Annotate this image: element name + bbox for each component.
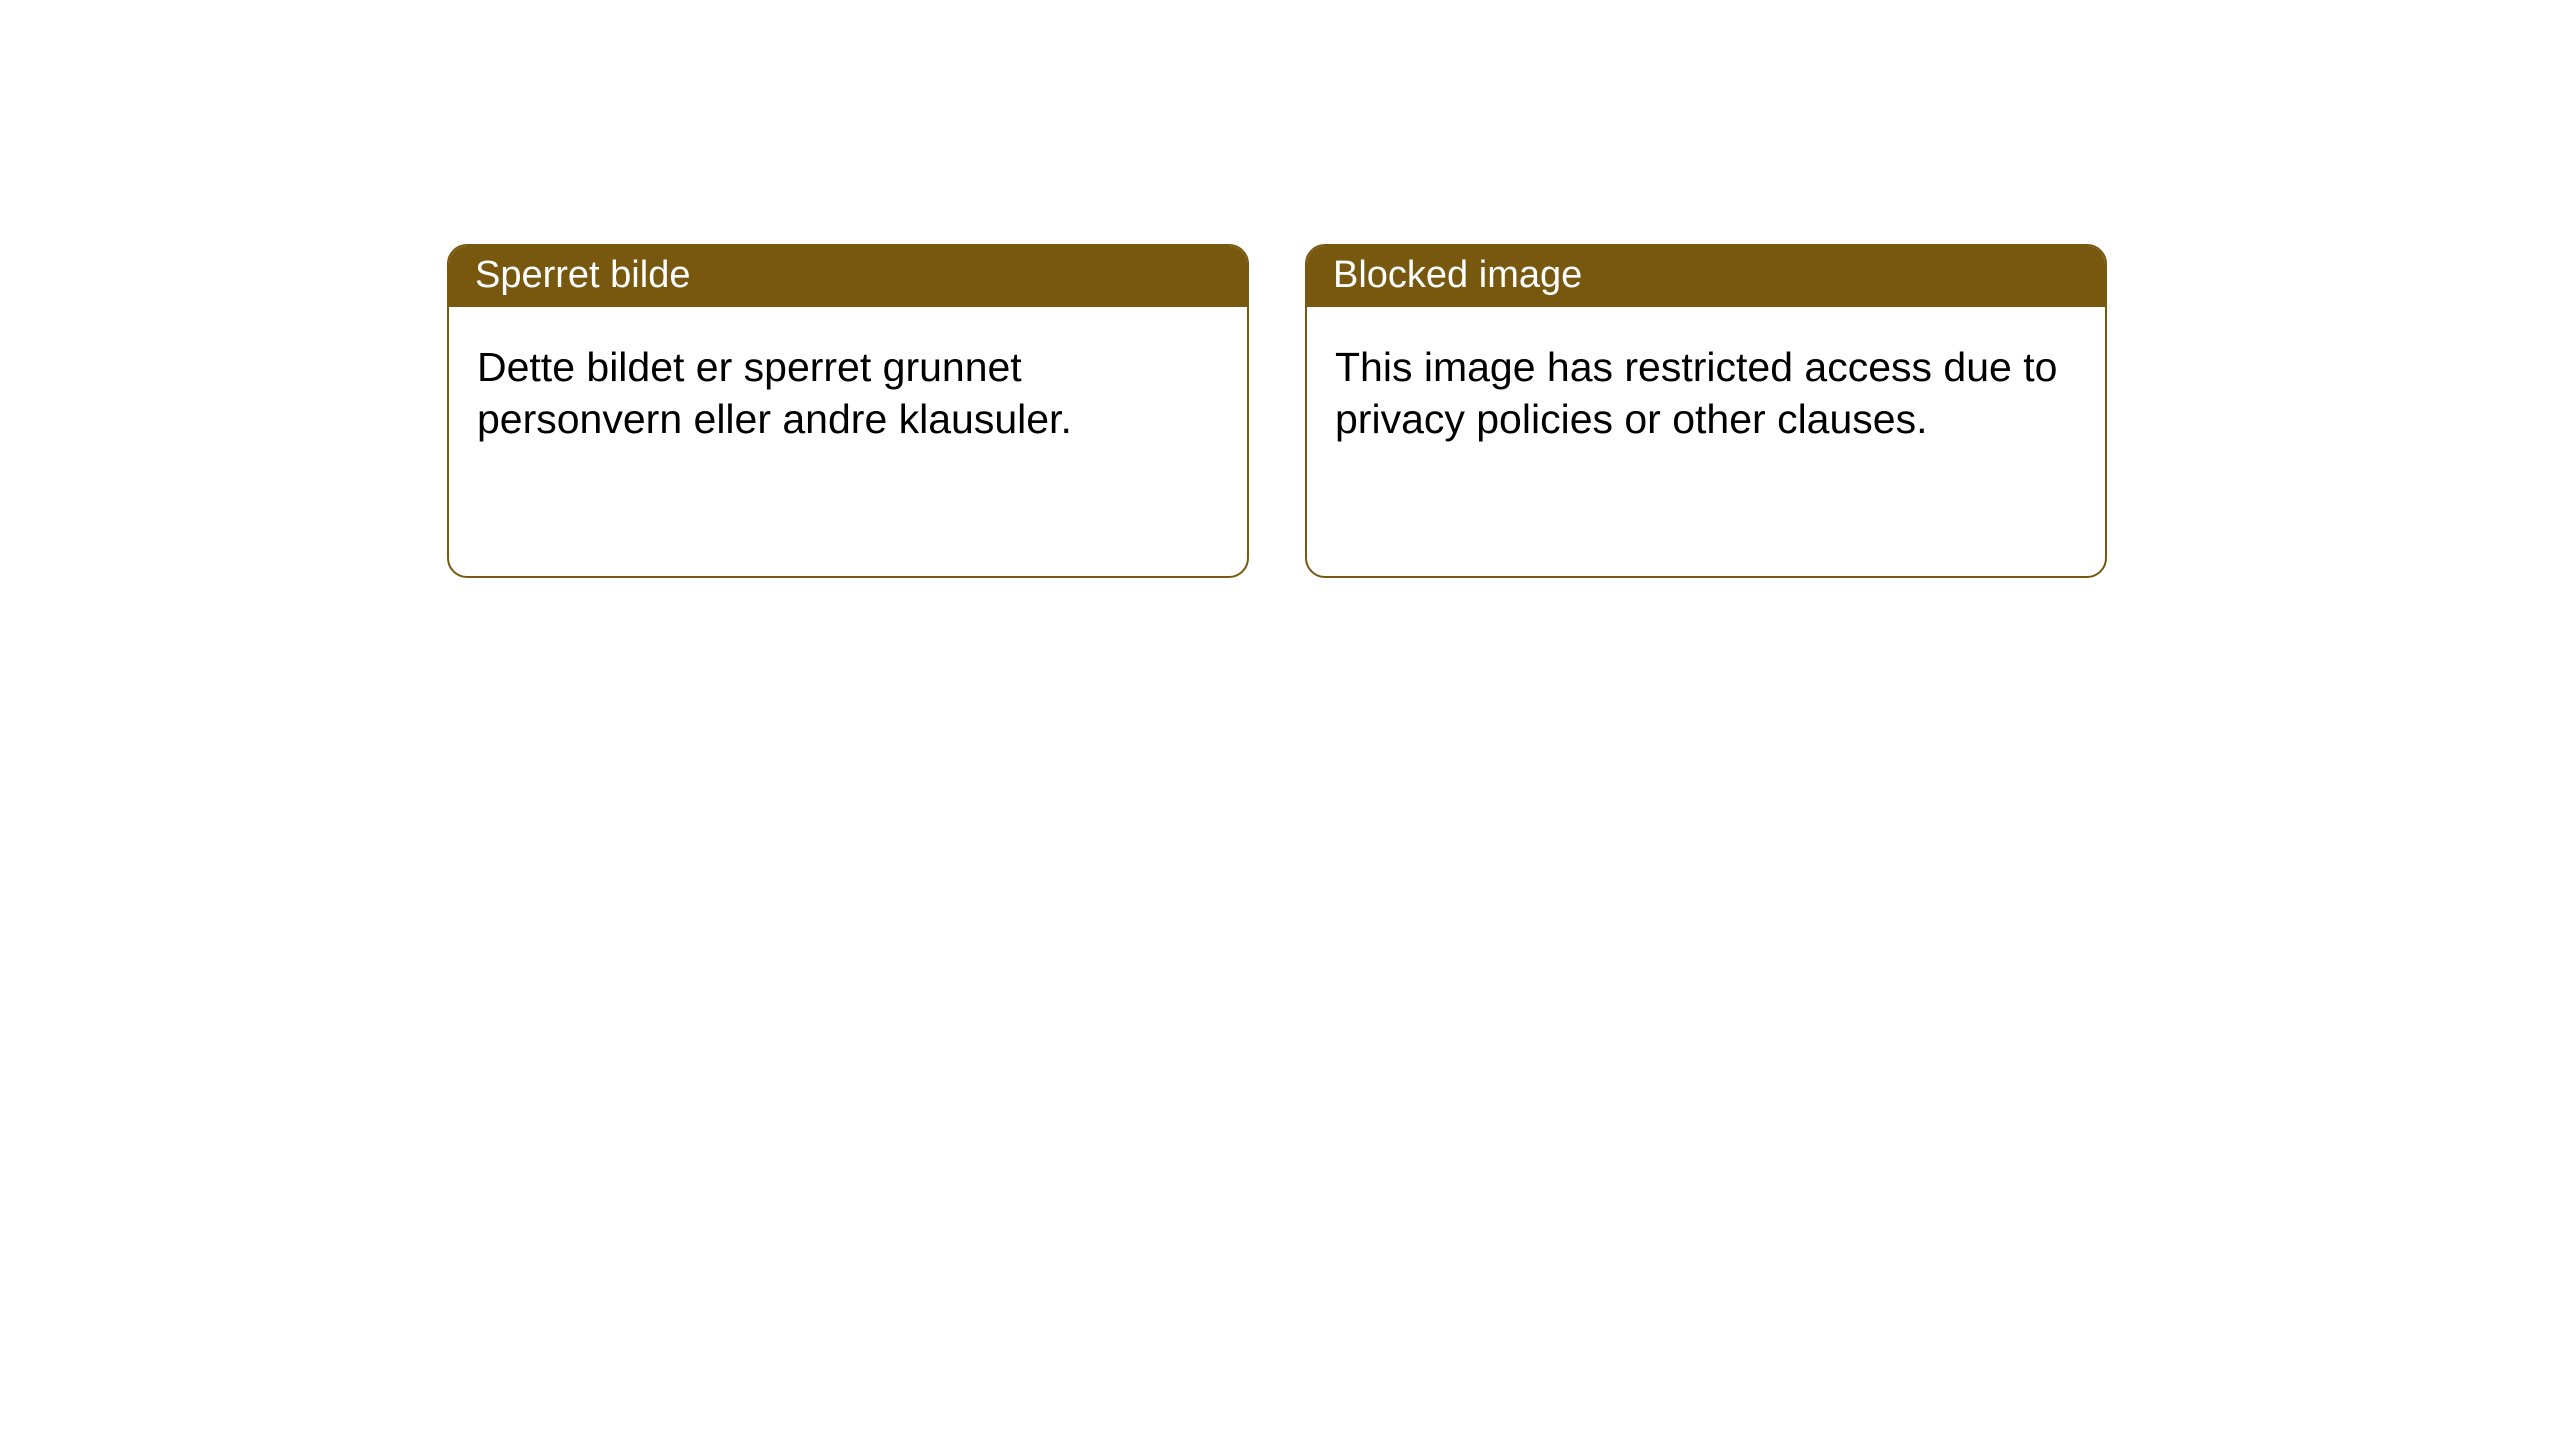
notice-card-body: Dette bildet er sperret grunnet personve… — [449, 307, 1247, 480]
notice-message: Dette bildet er sperret grunnet personve… — [477, 344, 1072, 442]
notice-card-body: This image has restricted access due to … — [1307, 307, 2105, 480]
notice-card-header: Sperret bilde — [449, 246, 1247, 307]
notice-card-header: Blocked image — [1307, 246, 2105, 307]
notice-title: Blocked image — [1333, 254, 1582, 296]
notice-card-english: Blocked image This image has restricted … — [1305, 244, 2107, 578]
notice-title: Sperret bilde — [475, 254, 690, 296]
notice-container: Sperret bilde Dette bildet er sperret gr… — [0, 0, 2560, 578]
notice-message: This image has restricted access due to … — [1335, 344, 2057, 442]
notice-card-norwegian: Sperret bilde Dette bildet er sperret gr… — [447, 244, 1249, 578]
